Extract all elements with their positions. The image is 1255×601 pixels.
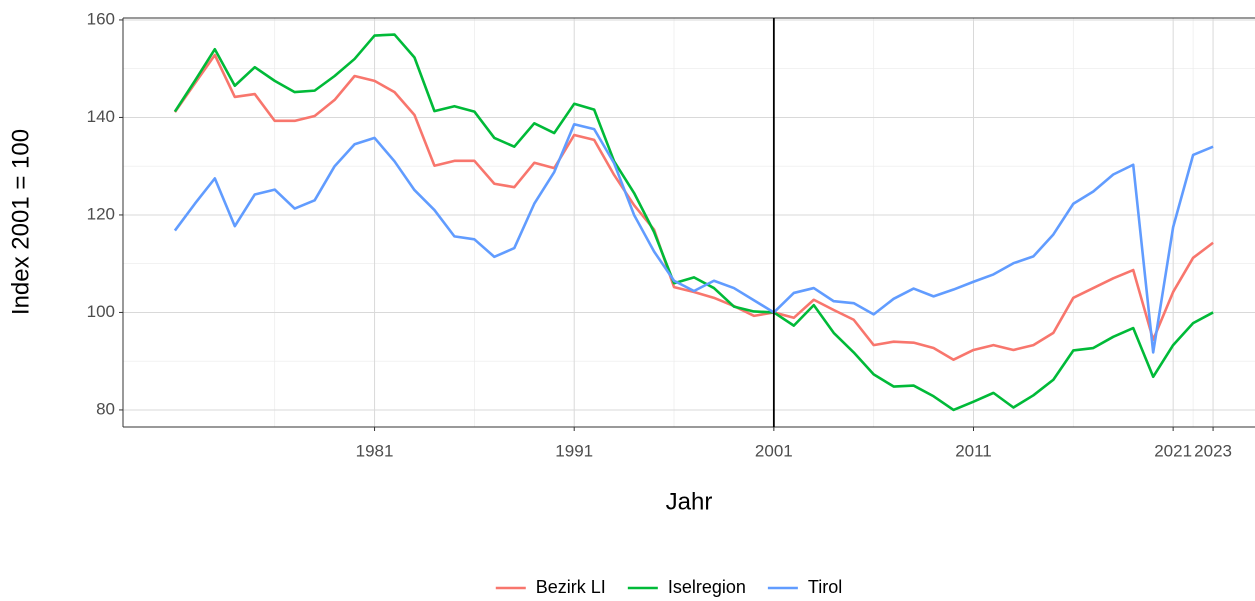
legend-label: Tirol bbox=[808, 577, 842, 597]
legend-label: Bezirk LI bbox=[536, 577, 606, 597]
x-tick-label: 2023 bbox=[1194, 441, 1232, 460]
x-tick-label: 2021 bbox=[1154, 441, 1192, 460]
y-tick-label: 100 bbox=[87, 302, 115, 321]
y-tick-label: 140 bbox=[87, 107, 115, 126]
legend-label: Iselregion bbox=[668, 577, 746, 597]
y-tick-label: 120 bbox=[87, 204, 115, 223]
x-axis-title: Jahr bbox=[666, 488, 713, 515]
x-tick-label: 1981 bbox=[356, 441, 394, 460]
series-line bbox=[173, 53, 1214, 362]
series-line bbox=[173, 33, 1214, 412]
y-tick-label: 80 bbox=[96, 399, 115, 418]
y-tick-label: 160 bbox=[87, 9, 115, 28]
x-tick-label: 1991 bbox=[555, 441, 593, 460]
x-tick-label: 2001 bbox=[755, 441, 793, 460]
y-axis-title: Index 2001 = 100 bbox=[7, 129, 34, 315]
x-tick-label: 2011 bbox=[955, 441, 992, 460]
series-line bbox=[173, 122, 1214, 354]
